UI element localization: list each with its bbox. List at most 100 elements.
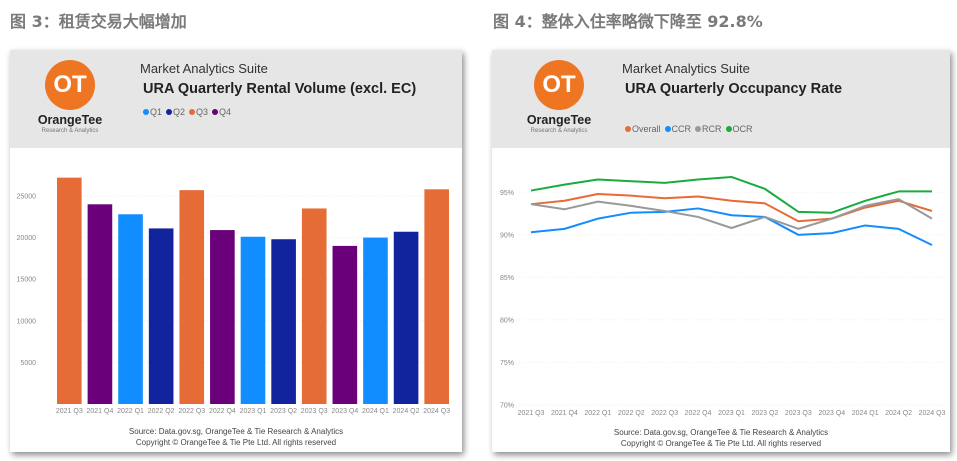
bar-2022-q1	[118, 214, 143, 404]
x-tick-label: 2021 Q3	[518, 410, 545, 417]
legend-dot-icon	[212, 109, 219, 115]
x-tick-label: 2023 Q4	[331, 408, 358, 415]
brand-subtitle: Research & Analytics	[530, 128, 588, 134]
x-tick-label: 2022 Q2	[148, 408, 175, 415]
y-tick-label: 5000	[20, 360, 36, 367]
y-tick-label: 70%	[500, 403, 514, 410]
x-tick-label: 2024 Q1	[362, 408, 389, 415]
legend-item-ccr[interactable]: CCR	[664, 124, 692, 134]
rental-volume-card: OT OrangeTee Research & Analytics Market…	[10, 50, 462, 452]
bar-2023-q1	[240, 236, 266, 404]
legend-dot-icon	[189, 109, 196, 115]
y-tick-label: 85%	[500, 275, 514, 282]
bar-2021-q3	[57, 177, 82, 404]
x-tick-label: 2022 Q4	[685, 410, 712, 417]
chart-legend: Q1 Q2 Q3 Q4	[143, 107, 231, 117]
x-tick-label: 2022 Q3	[651, 410, 678, 417]
brand-name: OrangeTee	[526, 113, 592, 127]
copyright-note: Copyright © OrangeTee & Tie Pte Ltd. All…	[135, 438, 337, 447]
legend-label: Overall	[632, 124, 661, 134]
bar-chart: 5000 10000 15000 20000 25000 2021 Q3 2021 Q4 20…	[17, 177, 452, 415]
bar-2023-q4	[332, 245, 358, 404]
series-line-ccr	[530, 207, 933, 246]
suite-name: Market Analytics Suite	[140, 61, 268, 76]
legend-dot-icon	[725, 126, 732, 132]
bar-2022-q4	[210, 230, 235, 404]
legend-item-rcr[interactable]: RCR	[695, 124, 722, 134]
x-tick-label: 2024 Q3	[919, 410, 946, 417]
y-tick-label: 20000	[17, 235, 37, 242]
x-tick-label: 2022 Q1	[584, 410, 611, 417]
bar-2022-q2	[148, 228, 174, 404]
orangetee-logo-icon: OT	[534, 60, 584, 110]
x-tick-label: 2024 Q2	[885, 410, 912, 417]
bar-2024-q3	[424, 189, 449, 404]
x-tick-label: 2023 Q2	[751, 410, 778, 417]
legend-item-q4[interactable]: Q4	[212, 107, 231, 117]
x-tick-label: 2022 Q2	[618, 410, 645, 417]
legend-item-q2[interactable]: Q2	[166, 107, 185, 117]
bar-2021-q4	[87, 204, 113, 404]
figure-4-label: 图 4：整体入住率略微下降至 92.8%	[493, 12, 763, 31]
x-tick-label: 2023 Q2	[270, 408, 297, 415]
chart-title: URA Quarterly Occupancy Rate	[625, 81, 843, 97]
x-tick-label: 2023 Q3	[301, 408, 328, 415]
brand-subtitle: Research & Analytics	[41, 128, 99, 134]
legend-label: Q2	[173, 107, 186, 117]
series-line-overall	[530, 192, 933, 223]
legend-item-q1[interactable]: Q1	[143, 107, 162, 117]
x-tick-label: 2022 Q4	[209, 408, 236, 415]
brand-name: OrangeTee	[37, 113, 103, 127]
legend-label: Q4	[219, 107, 232, 117]
figure-3-label: 图 3：租赁交易大幅增加	[10, 12, 187, 31]
y-tick-label: 15000	[17, 277, 37, 284]
legend-dot-icon	[664, 126, 671, 132]
suite-name: Market Analytics Suite	[622, 61, 750, 76]
x-tick-label: 2024 Q3	[423, 408, 450, 415]
bar-2023-q2	[271, 239, 296, 404]
series-line-ocr	[530, 175, 932, 214]
x-tick-label: 2024 Q1	[852, 410, 879, 417]
x-tick-label: 2024 Q2	[393, 408, 420, 415]
chart-title: URA Quarterly Rental Volume (excl. EC)	[143, 81, 417, 97]
legend-label: RCR	[702, 124, 722, 134]
legend-dot-icon	[625, 126, 631, 132]
x-tick-label: 2023 Q4	[818, 410, 845, 417]
x-tick-label: 2022 Q3	[178, 408, 205, 415]
legend-dot-icon	[695, 126, 702, 132]
legend-dot-icon	[143, 109, 149, 115]
legend-dot-icon	[166, 109, 173, 115]
legend-label: Q3	[196, 107, 209, 117]
y-tick-label: 95%	[500, 190, 514, 197]
y-tick-label: 25000	[17, 193, 37, 200]
line-chart: 70% 75% 80% 85% 90% 95% 2021 Q3 2021 Q4 2022 Q1 2…	[500, 175, 947, 417]
y-tick-label: 90%	[500, 232, 514, 239]
source-note: Source: Data.gov.sg, OrangeTee & Tie Res…	[613, 428, 829, 437]
y-tick-label: 80%	[500, 317, 514, 324]
x-tick-label: 2021 Q4	[551, 410, 578, 417]
x-tick-label: 2023 Q3	[785, 410, 812, 417]
bar-2022-q3	[179, 190, 205, 404]
legend-item-ocr[interactable]: OCR	[725, 124, 753, 134]
x-tick-label: 2023 Q1	[240, 408, 267, 415]
x-tick-label: 2021 Q3	[56, 408, 83, 415]
card-header: OT OrangeTee Research & Analytics Market…	[492, 50, 950, 148]
bar-2023-q3	[301, 208, 327, 404]
series-line-rcr	[530, 198, 933, 230]
legend-item-q3[interactable]: Q3	[189, 107, 208, 117]
card-header: OT OrangeTee Research & Analytics Market…	[10, 50, 462, 148]
source-note: Source: Data.gov.sg, OrangeTee & Tie Res…	[128, 427, 344, 436]
copyright-note: Copyright © OrangeTee & Tie Pte Ltd. All…	[620, 439, 822, 448]
orangetee-logo-icon: OT	[45, 60, 95, 110]
legend-label: Q1	[150, 107, 163, 117]
occupancy-rate-card: OT OrangeTee Research & Analytics Market…	[492, 50, 950, 452]
chart-legend: Overall CCR RCR OCR	[625, 124, 753, 134]
legend-label: OCR	[732, 124, 753, 134]
legend-item-overall[interactable]: Overall	[625, 124, 661, 134]
x-tick-label: 2021 Q4	[86, 408, 113, 415]
bar-2024-q1	[363, 237, 388, 404]
y-tick-label: 10000	[17, 318, 37, 325]
x-tick-label: 2023 Q1	[718, 410, 745, 417]
legend-label: CCR	[671, 124, 692, 134]
y-tick-label: 75%	[500, 360, 514, 367]
